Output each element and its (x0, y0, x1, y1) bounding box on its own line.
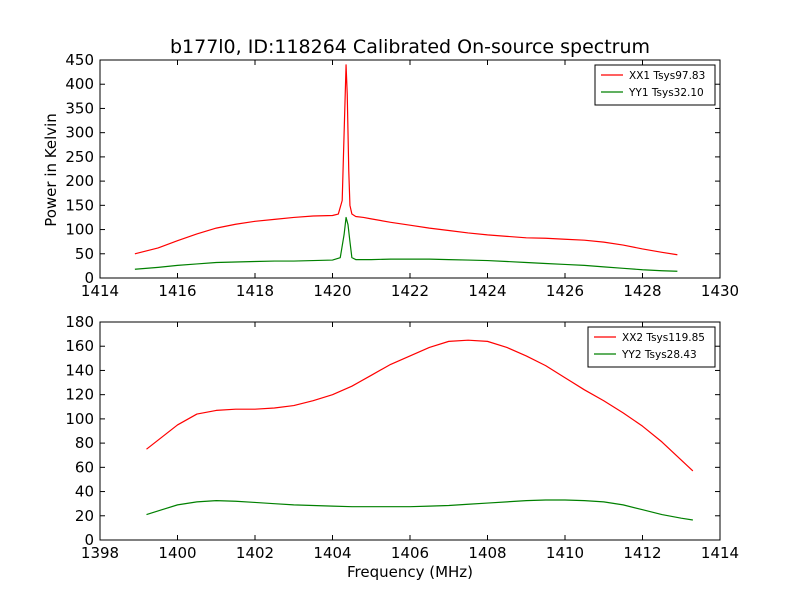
x-tick-label: 1430 (701, 282, 739, 300)
legend-label: XX1 Tsys97.83 (629, 70, 705, 82)
series-line-1-1 (146, 499, 693, 521)
x-tick-label: 1428 (623, 282, 661, 300)
y-tick-label: 250 (65, 148, 94, 166)
legend-label: XX2 Tsys119.85 (622, 332, 705, 344)
y-tick-label: 40 (75, 483, 94, 501)
x-tick-label: 1410 (546, 544, 584, 562)
y-tick-label: 180 (65, 313, 94, 331)
y-tick-label: 300 (65, 124, 94, 142)
bottom-panel: 1398 1400 1402 1404 1406 1408 1410 1412 1414 0 20 4… (65, 313, 739, 562)
x-tick-label: 1398 (81, 544, 119, 562)
y-tick-label: 120 (65, 386, 94, 404)
y-tick-label: 0 (84, 531, 94, 549)
y-tick-label: 80 (75, 434, 94, 452)
x-tick-label: 1426 (546, 282, 584, 300)
y-tick-label: 50 (75, 245, 94, 263)
y-tick-label: 100 (65, 410, 94, 428)
x-tick-label: 1422 (391, 282, 429, 300)
x-tick-label: 1418 (236, 282, 274, 300)
x-tick-label: 1404 (313, 544, 351, 562)
x-tick-label: 1416 (158, 282, 196, 300)
x-tick-label: 1406 (391, 544, 429, 562)
top-panel: 1414 1416 1418 1420 1422 1424 1426 1428 1430 0 50 1… (65, 51, 739, 300)
legend-box (594, 64, 716, 106)
y-tick-label: 20 (75, 507, 94, 525)
legend-label: YY1 Tsys32.10 (628, 87, 704, 99)
y-tick-label: 450 (65, 51, 94, 69)
y-tick-label: 160 (65, 337, 94, 355)
y-tick-label: 0 (84, 269, 94, 287)
x-tick-label: 1414 (701, 544, 739, 562)
series-line-0-1 (134, 216, 678, 272)
legend: XX1 Tsys97.83 YY1 Tsys32.10 (594, 64, 716, 106)
x-tick-label: 1400 (158, 544, 196, 562)
y-tick-label: 350 (65, 99, 94, 117)
x-tick-label: 1408 (468, 544, 506, 562)
figure-title: b177l0, ID:118264 Calibrated On-source s… (170, 36, 650, 58)
x-tick-label: 1420 (313, 282, 351, 300)
x-tick-label: 1402 (236, 544, 274, 562)
x-tick-label: 1424 (468, 282, 506, 300)
legend: XX2 Tsys119.85 YY2 Tsys28.43 (587, 326, 716, 368)
legend-label: YY2 Tsys28.43 (621, 349, 697, 361)
y-tick-label: 150 (65, 196, 94, 214)
x-tick-label: 1412 (623, 544, 661, 562)
x-axis-label: Frequency (MHz) (347, 563, 473, 581)
y-tick-label: 400 (65, 75, 94, 93)
y-tick-label: 140 (65, 361, 94, 379)
y-tick-label: 60 (75, 458, 94, 476)
y-tick-label: 200 (65, 172, 94, 190)
y-axis-label: Power in Kelvin (42, 113, 60, 227)
x-tick-label: 1414 (81, 282, 119, 300)
series-line-0-0 (134, 64, 678, 256)
series-line-1-0 (146, 339, 694, 472)
legend-box (587, 326, 716, 368)
y-tick-label: 100 (65, 221, 94, 239)
